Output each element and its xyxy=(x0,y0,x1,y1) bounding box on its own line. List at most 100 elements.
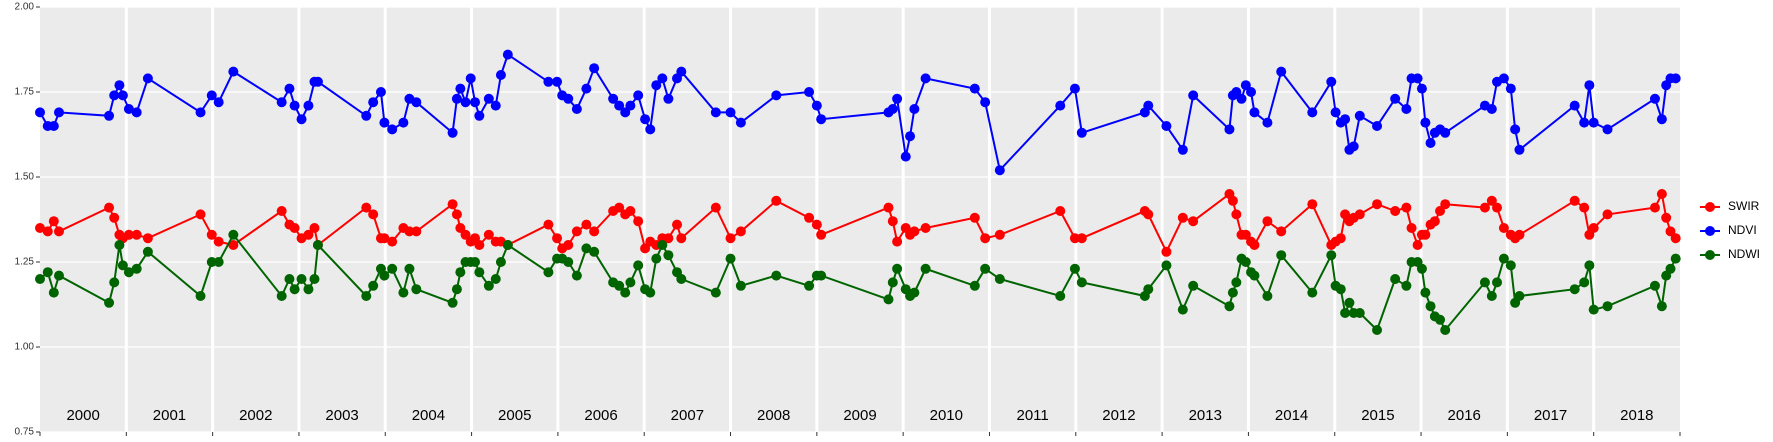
point xyxy=(1224,301,1235,312)
point xyxy=(109,277,120,288)
point xyxy=(1401,104,1412,114)
point xyxy=(625,277,636,288)
point xyxy=(53,107,64,118)
point xyxy=(1069,233,1080,244)
point xyxy=(905,131,916,142)
point xyxy=(1326,250,1337,261)
point xyxy=(1479,277,1490,288)
year-label: 2016 xyxy=(1448,407,1481,424)
point xyxy=(1354,110,1365,121)
year-label: 2002 xyxy=(239,407,272,424)
point xyxy=(495,70,506,80)
point xyxy=(1276,66,1287,77)
point xyxy=(676,66,687,77)
point xyxy=(676,233,687,244)
point xyxy=(53,270,64,281)
point xyxy=(387,236,398,247)
point xyxy=(1354,209,1365,220)
point xyxy=(289,100,300,111)
point xyxy=(1479,202,1490,213)
point xyxy=(994,274,1005,284)
point xyxy=(1665,263,1676,274)
point xyxy=(735,226,746,237)
point xyxy=(1340,114,1351,125)
point xyxy=(1656,301,1667,312)
point xyxy=(474,267,485,278)
year-label: 2005 xyxy=(498,407,531,424)
point xyxy=(994,165,1005,176)
point xyxy=(657,73,668,84)
point xyxy=(104,202,115,213)
point xyxy=(1262,291,1273,301)
point xyxy=(303,100,314,111)
point xyxy=(303,229,314,240)
point xyxy=(969,83,980,94)
point xyxy=(368,97,379,108)
point xyxy=(1276,250,1287,261)
point xyxy=(883,294,894,305)
point xyxy=(309,274,320,284)
point xyxy=(1069,263,1080,274)
point xyxy=(571,226,582,237)
point xyxy=(114,80,125,91)
point xyxy=(771,90,782,101)
point xyxy=(465,73,476,84)
point xyxy=(312,76,323,87)
point xyxy=(460,229,471,240)
point xyxy=(1588,304,1599,315)
point xyxy=(1514,144,1525,155)
point xyxy=(804,280,815,291)
point xyxy=(131,229,142,240)
point xyxy=(552,233,563,244)
point xyxy=(887,277,898,288)
point xyxy=(142,233,153,244)
year-label: 2000 xyxy=(66,407,99,424)
point xyxy=(735,280,746,291)
year-label: 2011 xyxy=(1016,407,1048,424)
point xyxy=(398,287,409,298)
point xyxy=(1335,284,1346,295)
year-label: 2017 xyxy=(1534,407,1567,424)
point xyxy=(206,257,217,267)
point xyxy=(1240,257,1251,267)
point xyxy=(1440,199,1451,210)
point xyxy=(633,260,644,271)
point xyxy=(816,270,827,281)
year-label: 2018 xyxy=(1620,407,1653,424)
point xyxy=(398,117,409,128)
point xyxy=(228,229,239,240)
point xyxy=(387,124,398,135)
point xyxy=(1236,93,1247,104)
point xyxy=(1055,206,1066,216)
point xyxy=(663,93,674,104)
point xyxy=(1401,280,1412,291)
point xyxy=(1498,223,1509,233)
y-tick-label: 0.75 xyxy=(15,427,35,438)
point xyxy=(284,83,295,94)
point xyxy=(1354,308,1365,318)
point xyxy=(1372,325,1383,335)
point xyxy=(552,76,563,87)
point xyxy=(1584,260,1595,271)
point xyxy=(48,216,59,227)
point xyxy=(1076,277,1087,288)
point xyxy=(289,223,300,233)
point xyxy=(1505,83,1516,94)
point xyxy=(1161,121,1172,131)
point xyxy=(460,97,471,108)
point xyxy=(1231,277,1242,288)
point xyxy=(35,274,45,284)
point xyxy=(725,107,736,118)
point xyxy=(455,223,466,233)
point xyxy=(42,267,53,278)
point xyxy=(1340,308,1351,318)
point xyxy=(1602,124,1613,135)
point xyxy=(142,246,153,257)
point xyxy=(1372,199,1383,210)
point xyxy=(892,263,903,274)
point xyxy=(1505,260,1516,271)
legend-label: NDWI xyxy=(1728,247,1760,261)
point xyxy=(1390,206,1401,216)
